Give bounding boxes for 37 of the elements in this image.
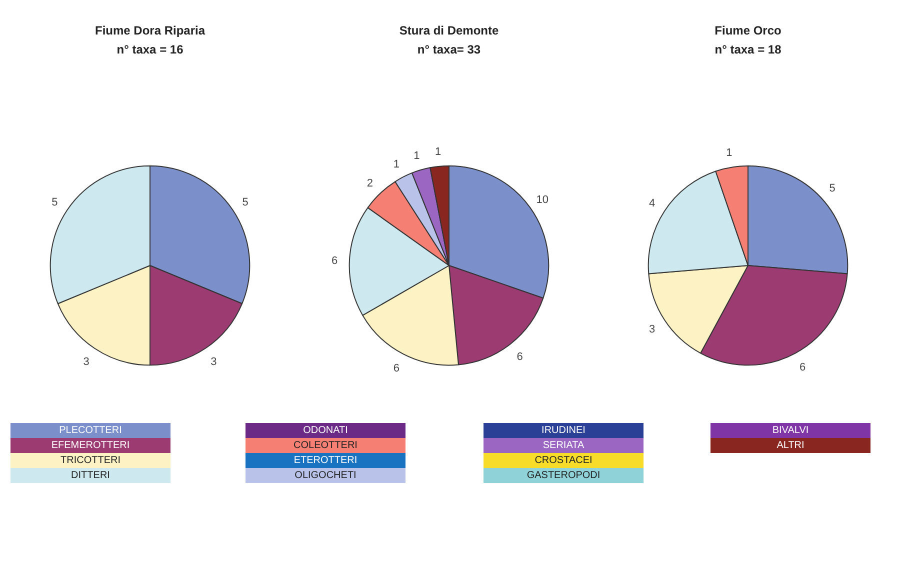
- category-label: SERIATA: [542, 440, 584, 451]
- category-label: OLIGOCHETI: [294, 470, 356, 481]
- chart-subtitle: n° taxa = 18: [714, 42, 782, 56]
- data-label: 6: [799, 362, 806, 374]
- data-label: 5: [242, 196, 248, 209]
- chart-subtitle: n° taxa= 33: [417, 42, 481, 56]
- data-label: 1: [393, 158, 400, 170]
- category-label: BIVALVI: [772, 425, 809, 436]
- data-label: 2: [366, 177, 373, 190]
- category-label: ETEROTTERI: [294, 455, 358, 466]
- data-label: 3: [210, 356, 217, 368]
- data-label: 1: [435, 146, 442, 158]
- chart-title: Fiume Orco: [714, 24, 782, 38]
- category-label: DITTERI: [71, 470, 110, 481]
- data-label: 1: [414, 150, 420, 162]
- category-label: CROSTACEI: [534, 455, 592, 466]
- data-label: 10: [536, 194, 548, 206]
- data-label: 6: [331, 255, 338, 268]
- category-label: COLEOTTERI: [294, 440, 358, 451]
- data-label: 5: [52, 196, 58, 209]
- category-label: ODONATI: [303, 425, 348, 436]
- data-label: 4: [648, 198, 656, 210]
- data-label: 6: [393, 362, 400, 375]
- data-label: 6: [516, 350, 523, 363]
- data-label: 5: [829, 182, 836, 195]
- category-label: IRUDINEI: [542, 425, 586, 436]
- chart-subtitle: n° taxa = 16: [116, 42, 184, 56]
- data-label: 3: [648, 323, 656, 336]
- chart-title: Stura di Demonte: [399, 24, 499, 38]
- data-label: 3: [83, 356, 90, 368]
- category-label: ALTRI: [776, 440, 804, 451]
- data-label: 1: [726, 147, 732, 160]
- chart-title: Fiume Dora Riparia: [94, 24, 206, 38]
- category-label: EFEMEROTTERI: [51, 440, 130, 451]
- category-label: PLECOTTERI: [59, 425, 122, 436]
- category-label: GASTEROPODI: [526, 470, 600, 481]
- category-label: TRICOTTERI: [60, 455, 120, 466]
